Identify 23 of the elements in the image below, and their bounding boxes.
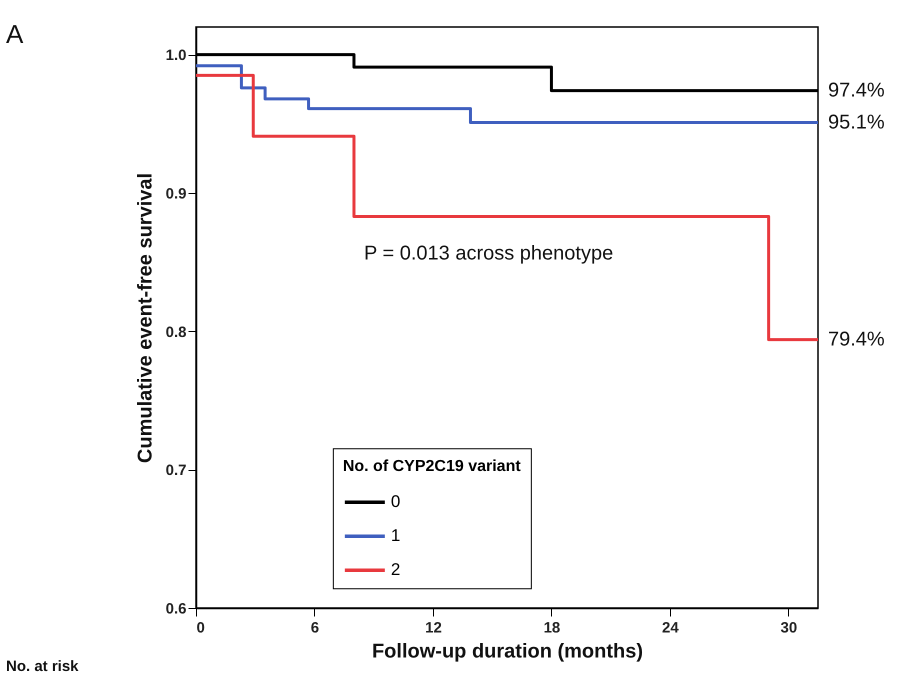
y-tick-label: 0.6 [166, 600, 186, 618]
x-tick-label: 0 [196, 620, 205, 636]
x-tick-label: 24 [662, 620, 680, 636]
legend-title: No. of CYP2C19 variant [342, 458, 522, 476]
y-tick-label: 0.8 [166, 324, 186, 341]
y-tick-label: 0.9 [166, 186, 186, 202]
text: A [6, 19, 24, 49]
text: 95.1% [828, 111, 885, 134]
legend-label: 1 [390, 526, 400, 546]
x-axis-title: Follow-up duration (months) [372, 640, 644, 662]
x-tick-label: 30 [780, 620, 798, 636]
text: No. at risk [6, 658, 80, 675]
y-axis-title: Cumulative event-free survival [134, 172, 157, 464]
y-tick-label: 0.7 [166, 462, 186, 480]
y-tick-label: 1.0 [166, 47, 186, 64]
x-tick-label: 12 [425, 620, 442, 636]
text: 97.4% [828, 80, 885, 102]
text: 79.4% [828, 328, 885, 351]
legend-label: 0 [390, 492, 400, 512]
x-tick-label: 6 [310, 620, 320, 636]
legend-label: 2 [390, 560, 400, 580]
annotation: P = 0.013 across phenotype [364, 242, 614, 265]
x-tick-label: 18 [544, 620, 560, 636]
